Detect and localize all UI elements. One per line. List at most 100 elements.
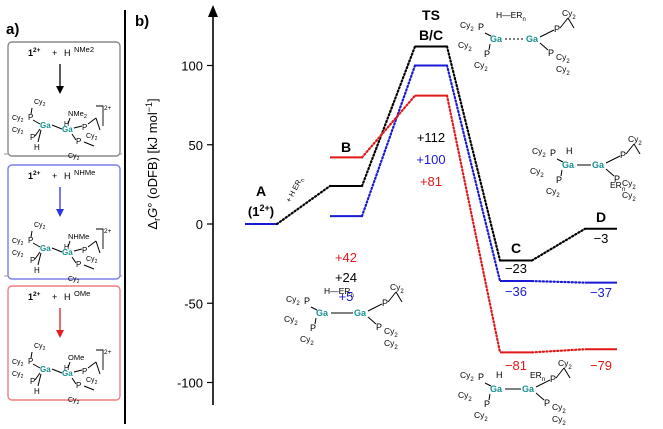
bond — [32, 242, 41, 248]
reactant-charge: 2+ — [33, 291, 41, 298]
ga-substituent-label: OMe — [68, 353, 84, 362]
cy-label: Cy2 — [286, 294, 300, 307]
label-B-black: +24 — [335, 270, 357, 285]
cy-label: Cy2 — [34, 343, 46, 352]
bond — [71, 256, 77, 264]
charge-label: 2+ — [104, 349, 112, 356]
bond — [37, 252, 42, 266]
label-B-red: +42 — [335, 250, 357, 265]
stage-label-B: B — [341, 139, 351, 155]
cy-subscript: 2 — [77, 156, 80, 162]
bond — [488, 43, 491, 51]
ga-atom-label: Ga — [62, 248, 73, 257]
cy-subscript: 2 — [484, 417, 488, 423]
bond — [539, 42, 549, 51]
stage-label-A-sup: 2+ — [259, 203, 269, 213]
reactant-label: 12+ — [28, 47, 41, 58]
charge-bracket — [96, 228, 104, 249]
cy-subscript: 2 — [77, 279, 80, 285]
p-atom-label: P — [76, 137, 81, 146]
reagent-annotation: + H ERn — [284, 175, 307, 204]
cy-subscript: 2 — [21, 241, 24, 247]
cy-subscript: 2 — [568, 365, 572, 371]
ga-atom-label: Ga — [40, 244, 51, 253]
bond — [95, 240, 101, 254]
cy-subscript: 2 — [632, 185, 636, 191]
bond — [310, 306, 318, 311]
ylabel-degree: ° — [145, 203, 160, 208]
stage-label-TS2: B/C — [419, 27, 443, 43]
er-subscript: n — [542, 377, 545, 383]
bond — [37, 373, 42, 387]
cy-label: Cy2 — [284, 314, 298, 327]
cy-label: Cy2 — [68, 153, 80, 162]
series-NHMe — [330, 64, 617, 284]
cy-subscript: 2 — [394, 345, 398, 351]
bond — [51, 247, 63, 253]
ga-substituent-label: NMe2 — [68, 109, 87, 120]
h-er-label: H—ERn — [324, 286, 354, 299]
label-C-blue: −36 — [505, 284, 527, 299]
cy-label: Cy2 — [68, 397, 80, 406]
reactant-charge: 2+ — [33, 170, 41, 177]
cy-label: Cy2 — [12, 115, 24, 124]
cy-label: Cy2 — [12, 250, 24, 259]
substituent-label: NMe2 — [74, 45, 94, 54]
p-atom-label: P — [544, 398, 550, 408]
p-atom-label: P — [82, 123, 87, 132]
label-D-black: −3 — [594, 231, 609, 246]
y-tick-label: 50 — [189, 138, 203, 153]
y-tick-label: -100 — [177, 376, 203, 391]
connector-TS-C — [445, 64, 502, 283]
bond — [387, 291, 397, 303]
cy-subscript: 2 — [95, 380, 98, 386]
cy-subscript: 2 — [294, 321, 298, 327]
cy-subscript: 2 — [400, 289, 404, 295]
cy-label: Cy2 — [530, 166, 544, 179]
bond — [367, 316, 377, 325]
energy-profile-chart: 100 50 0 -50 -100 ΔrG° (oDFB) [kJ mol−1] +42 +2… — [144, 5, 642, 427]
bond — [488, 393, 491, 401]
p-atom-label: P — [76, 260, 81, 269]
p-atom-label: P — [554, 24, 560, 34]
bond — [34, 372, 41, 381]
bond — [539, 29, 555, 38]
stage-label-TS: TS — [422, 7, 440, 23]
p-atom-label: P — [620, 150, 626, 160]
ga-substituent-subscript: 2 — [84, 114, 87, 120]
h-atom-label: H — [64, 244, 69, 251]
structure-d: GaGaPPCy2Cy2Cy2PPCy2Cy2Cy2HERn2+ — [530, 134, 642, 203]
cy-label: Cy2 — [86, 256, 98, 265]
connector-B-TS — [360, 64, 417, 218]
er-subscript: n — [350, 293, 353, 299]
structure-c: GaGaPPCy2Cy2Cy2PPCy2Cy2Cy2HERn2+ — [458, 358, 572, 427]
stage-label-D: D — [596, 209, 606, 225]
bond — [535, 379, 551, 388]
bond — [95, 361, 101, 375]
label-C-red: −81 — [505, 358, 527, 373]
bond — [625, 143, 635, 155]
cy-label: Cy2 — [34, 222, 46, 231]
ylabel-text: (oDFB) [kJ mol — [145, 112, 160, 202]
h-atom-label: H — [34, 266, 40, 275]
bond — [30, 351, 33, 359]
bond — [367, 303, 383, 312]
bond — [555, 367, 565, 379]
series-NMe2 — [245, 45, 617, 262]
cy-label: Cy2 — [546, 186, 560, 199]
bond — [535, 392, 545, 401]
ylabel-subscript: r — [152, 218, 162, 221]
h-er-label: H—ERn — [496, 10, 526, 23]
cy-subscript: 2 — [43, 346, 46, 352]
cy-subscript: 2 — [562, 421, 566, 427]
stage-label-A-close: ) — [270, 204, 274, 219]
cy-label: Cy2 — [532, 146, 546, 159]
bond — [83, 264, 95, 270]
cy-subscript: 2 — [468, 47, 472, 53]
p-atom-label: P — [548, 48, 554, 58]
stage-label-C: C — [511, 240, 521, 256]
